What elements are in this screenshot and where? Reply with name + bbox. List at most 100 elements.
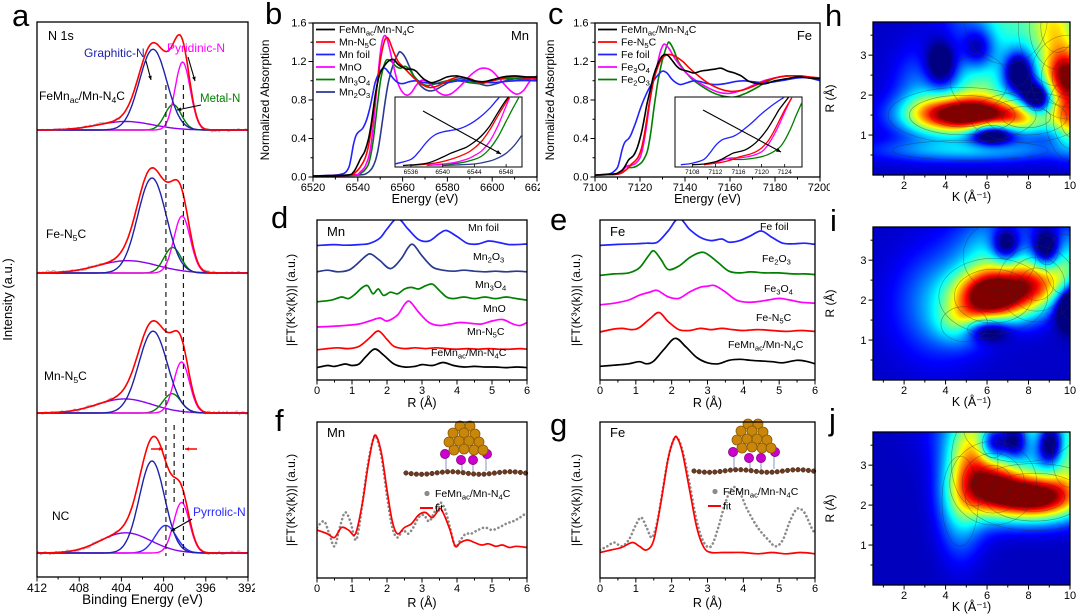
- text-label: 6540: [346, 182, 370, 194]
- spectrum-label: NC: [52, 509, 70, 523]
- text-label: |FT(K³x(k))| (a.u.): [284, 254, 298, 346]
- text-label: FeMnac/Mn-N4C: [621, 24, 697, 38]
- corner-label: Fe: [610, 425, 625, 440]
- text-label: 1: [349, 385, 355, 397]
- text-label: 2: [901, 180, 907, 192]
- text-label: |FT(K³x(k))| (a.u.): [569, 254, 583, 346]
- text-label: Fe2O3: [762, 253, 791, 267]
- text-label: 0: [597, 583, 603, 595]
- text-label: 8: [1025, 180, 1031, 192]
- text-label: R (Å): [407, 395, 436, 410]
- text-label: 0.0: [291, 172, 306, 184]
- axes: 0 1 2 3 4 5 6 R (Å) |FT(K³x(k))| (a.u.): [284, 219, 530, 410]
- spectrum-label: Fe-N5C: [46, 227, 86, 243]
- text-label: Mn foil: [339, 49, 370, 61]
- axes: 0 1 2 3 4 5 6 R (Å) |FT(K³x(k))| (a.u.): [284, 421, 530, 610]
- panel-label-i: i: [830, 203, 837, 238]
- panel-e: e Fe foil Fe2O3 Fe3O4 Fe-N5C FeMnac/Mn-N4C Fe…: [540, 200, 830, 415]
- text-label: Metal-N: [200, 93, 240, 105]
- wavelet-heatmap-i: [873, 227, 1070, 380]
- text-label: Fe3O4: [764, 283, 793, 297]
- text-label: fit: [723, 501, 731, 513]
- corner-label: Mn: [511, 28, 529, 43]
- text-label: 6: [984, 590, 990, 602]
- text-label: 4: [943, 590, 949, 602]
- text-label: 400: [154, 581, 174, 595]
- text-label: Graphitic-N: [84, 46, 145, 60]
- text-label: 0: [597, 385, 603, 397]
- text-label: 6620: [525, 182, 540, 194]
- text-label: 0.8: [573, 95, 588, 107]
- panel-label-e: e: [550, 202, 568, 237]
- text-label: 8: [1025, 590, 1031, 602]
- text-label: 7160: [718, 182, 742, 194]
- text-label: Fe: [610, 425, 625, 440]
- panel-d: d Mn foil Mn2O3 Mn3O4 MnO Mn-N5C FeMnac/Mn-N4…: [255, 200, 540, 415]
- text-label: 2: [384, 385, 390, 397]
- panel-g: g FeMnac/Mn-N4C fit Fe 0 1 2 3 4 5 6 R (Å) |FT(K³x(…: [540, 405, 830, 614]
- text-label: FeMnac/Mn-N4C: [723, 486, 799, 500]
- text-label: 6: [524, 385, 530, 397]
- curve-labels: Fe foil Fe2O3 Fe3O4 Fe-N5C FeMnac/Mn-N4C: [728, 221, 804, 353]
- text-label: 6544: [467, 169, 482, 176]
- text-label: 5: [776, 583, 782, 595]
- axes: 0 1 2 3 4 5 6 R (Å) |FT(K³x(k))| (a.u.): [569, 219, 818, 410]
- text-label: 0.4: [291, 133, 306, 145]
- text-label: 4: [943, 180, 949, 192]
- text-label: 3: [860, 50, 866, 62]
- panel-f: f FeMnac/Mn-N4C fit Mn 0 1 2 3 4 5 6 R (Å) |FT(K³x(…: [255, 405, 540, 614]
- text-label: Fe foil: [760, 221, 789, 233]
- panel-label-d: d: [271, 200, 289, 235]
- text-label: 3: [419, 583, 425, 595]
- panel-i: i 2 4 6 8 10 1 2 3 K (Å⁻¹) R (Å): [820, 205, 1080, 410]
- inset-curves: [395, 97, 522, 167]
- text-label: 3: [419, 385, 425, 397]
- text-label: K (Å⁻¹): [952, 189, 991, 204]
- axes: 7100 7120 7140 7160 7180 7200 0.0 0.4 0.8 1.2 1.6 E…: [543, 18, 830, 206]
- text-label: 0.4: [573, 133, 588, 145]
- text-label: N 1s: [48, 29, 74, 43]
- text-label: 6520: [301, 182, 325, 194]
- text-label: Mn3O4: [339, 74, 370, 88]
- text-label: R (Å): [407, 595, 436, 610]
- text-label: Fe: [797, 28, 812, 43]
- text-label: MnO: [483, 303, 506, 315]
- curves: [313, 34, 537, 177]
- text-label: 2: [669, 583, 675, 595]
- text-label: NC: [52, 509, 70, 523]
- text-label: FeMnac/Mn-N4C: [435, 488, 511, 502]
- text-label: 1: [633, 583, 639, 595]
- text-label: Energy (eV): [674, 192, 741, 206]
- panel-label-f: f: [275, 403, 284, 438]
- text-label: 5: [489, 385, 495, 397]
- text-label: Mn foil: [468, 222, 499, 234]
- text-label: Fe-N5C: [46, 227, 86, 243]
- shift-arrows: [151, 447, 197, 451]
- text-label: Mn3O4: [475, 279, 506, 293]
- text-label: 0: [314, 583, 320, 595]
- text-label: |FT(K³x(k))| (a.u.): [569, 454, 583, 546]
- text-label: Binding Energy (eV): [82, 592, 203, 607]
- text-label: Pyrrolic-N: [193, 505, 246, 519]
- text-label: 7140: [673, 182, 697, 194]
- corner-label: Fe: [797, 28, 812, 43]
- text-label: 10: [1064, 590, 1076, 602]
- text-label: 4: [740, 385, 746, 397]
- text-label: MnO: [339, 62, 362, 74]
- text-label: 0.0: [573, 172, 588, 184]
- axes: 412 408 404 400 396 392 Binding Energy (eV) Int…: [0, 21, 255, 607]
- curves: [600, 435, 815, 555]
- text-label: 6: [524, 583, 530, 595]
- curves: [317, 434, 527, 549]
- text-label: 2: [901, 590, 907, 602]
- inset-curves: [680, 97, 802, 166]
